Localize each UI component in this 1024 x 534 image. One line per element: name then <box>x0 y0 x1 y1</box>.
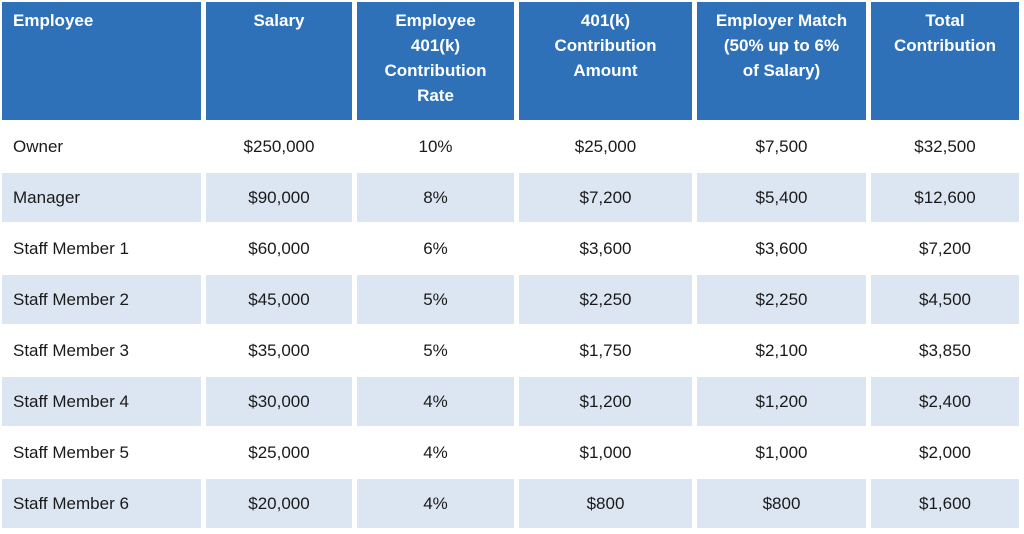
cell-salary: $35,000 <box>206 326 352 375</box>
table-row-staff-member-3: Staff Member 3 $35,000 5% $1,750 $2,100 … <box>2 326 1019 375</box>
cell-contribution-rate: 4% <box>357 377 514 426</box>
cell-employer-match: $2,100 <box>697 326 866 375</box>
cell-employer-match: $3,600 <box>697 224 866 273</box>
cell-salary: $30,000 <box>206 377 352 426</box>
header-row: Employee Salary Employee 401(k) Contribu… <box>2 2 1019 120</box>
cell-total-contribution: $2,400 <box>871 377 1019 426</box>
cell-contribution-amount: $3,600 <box>519 224 692 273</box>
cell-contribution-amount: $1,200 <box>519 377 692 426</box>
cell-contribution-rate: 5% <box>357 275 514 324</box>
cell-total-contribution: $2,000 <box>871 428 1019 477</box>
cell-employer-match: $2,250 <box>697 275 866 324</box>
cell-employer-match: $7,500 <box>697 122 866 171</box>
column-header-total-contribution: Total Contribution <box>871 2 1019 120</box>
table-row-staff-member-6: Staff Member 6 $20,000 4% $800 $800 $1,6… <box>2 479 1019 528</box>
column-header-employer-match: Employer Match (50% up to 6% of Salary) <box>697 2 866 120</box>
table-row-manager: Manager $90,000 8% $7,200 $5,400 $12,600 <box>2 173 1019 222</box>
column-header-employee-401k-contribution-rate: Employee 401(k) Contribution Rate <box>357 2 514 120</box>
table-row-staff-member-1: Staff Member 1 $60,000 6% $3,600 $3,600 … <box>2 224 1019 273</box>
cell-contribution-rate: 8% <box>357 173 514 222</box>
cell-salary: $90,000 <box>206 173 352 222</box>
cell-contribution-amount: $800 <box>519 479 692 528</box>
cell-contribution-amount: $25,000 <box>519 122 692 171</box>
cell-salary: $250,000 <box>206 122 352 171</box>
cell-total-contribution: $3,850 <box>871 326 1019 375</box>
cell-employee: Owner <box>2 122 201 171</box>
cell-contribution-amount: $7,200 <box>519 173 692 222</box>
column-header-employee: Employee <box>2 2 201 120</box>
cell-employee: Staff Member 2 <box>2 275 201 324</box>
table-row-staff-member-2: Staff Member 2 $45,000 5% $2,250 $2,250 … <box>2 275 1019 324</box>
cell-contribution-amount: $2,250 <box>519 275 692 324</box>
column-header-401k-contribution-amount: 401(k) Contribution Amount <box>519 2 692 120</box>
cell-contribution-rate: 5% <box>357 326 514 375</box>
cell-employee: Manager <box>2 173 201 222</box>
cell-employee: Staff Member 1 <box>2 224 201 273</box>
cell-contribution-rate: 6% <box>357 224 514 273</box>
column-header-salary: Salary <box>206 2 352 120</box>
table-row-staff-member-4: Staff Member 4 $30,000 4% $1,200 $1,200 … <box>2 377 1019 426</box>
cell-employee: Staff Member 6 <box>2 479 201 528</box>
cell-salary: $20,000 <box>206 479 352 528</box>
cell-total-contribution: $12,600 <box>871 173 1019 222</box>
cell-employer-match: $1,000 <box>697 428 866 477</box>
table-header: Employee Salary Employee 401(k) Contribu… <box>2 2 1019 120</box>
cell-contribution-rate: 4% <box>357 428 514 477</box>
cell-total-contribution: $32,500 <box>871 122 1019 171</box>
cell-salary: $25,000 <box>206 428 352 477</box>
cell-employer-match: $5,400 <box>697 173 866 222</box>
cell-employer-match: $1,200 <box>697 377 866 426</box>
table-body: Owner $250,000 10% $25,000 $7,500 $32,50… <box>2 122 1019 528</box>
cell-contribution-rate: 10% <box>357 122 514 171</box>
cell-employee: Staff Member 3 <box>2 326 201 375</box>
cell-contribution-amount: $1,750 <box>519 326 692 375</box>
cell-employee: Staff Member 5 <box>2 428 201 477</box>
cell-salary: $60,000 <box>206 224 352 273</box>
cell-contribution-amount: $1,000 <box>519 428 692 477</box>
cell-total-contribution: $7,200 <box>871 224 1019 273</box>
cell-contribution-rate: 4% <box>357 479 514 528</box>
cell-total-contribution: $1,600 <box>871 479 1019 528</box>
cell-salary: $45,000 <box>206 275 352 324</box>
cell-employee: Staff Member 4 <box>2 377 201 426</box>
cell-employer-match: $800 <box>697 479 866 528</box>
cell-total-contribution: $4,500 <box>871 275 1019 324</box>
table-row-owner: Owner $250,000 10% $25,000 $7,500 $32,50… <box>2 122 1019 171</box>
table-row-staff-member-5: Staff Member 5 $25,000 4% $1,000 $1,000 … <box>2 428 1019 477</box>
